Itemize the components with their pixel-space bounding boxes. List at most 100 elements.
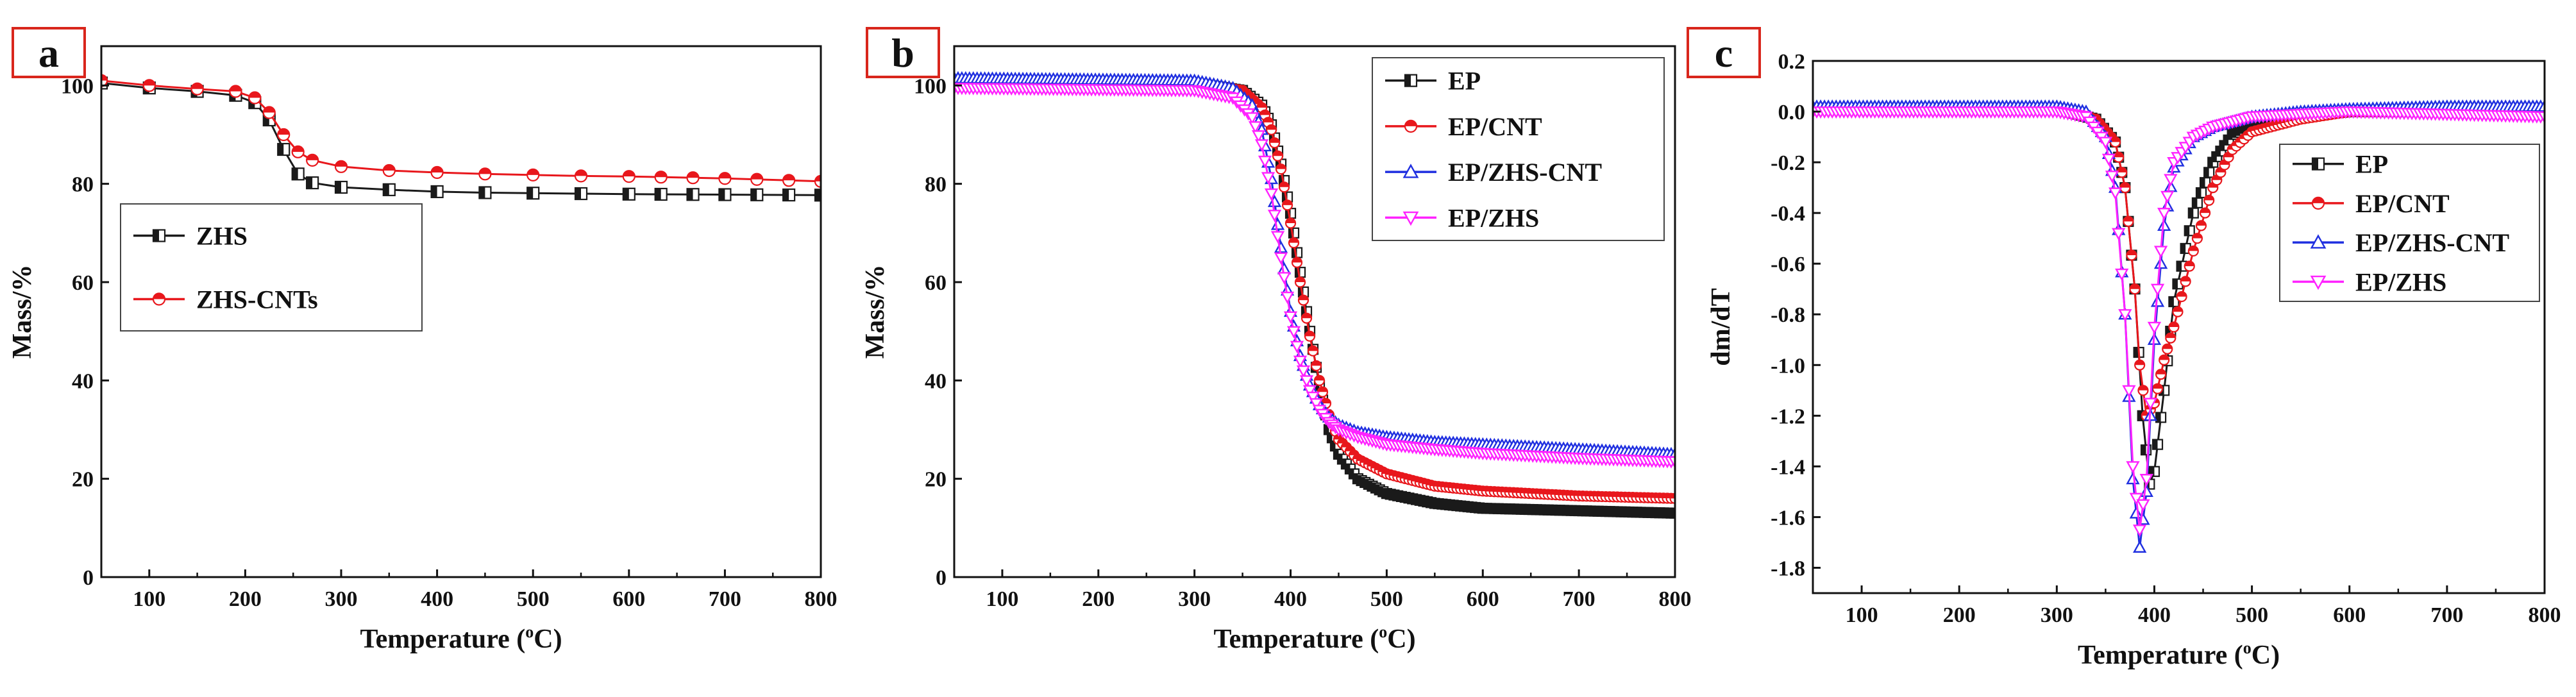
series-point	[1299, 375, 1314, 388]
series-point	[2176, 290, 2187, 303]
series-point-fill	[1470, 502, 1476, 512]
series-point	[2129, 506, 2143, 519]
series-point-fill	[1299, 295, 1309, 301]
series-point	[101, 74, 108, 87]
series-point	[2187, 245, 2199, 257]
series-point-fill	[1520, 504, 1526, 514]
legend-swatch-marker	[1402, 211, 1419, 226]
series-point	[1284, 217, 1297, 229]
series-point-fill	[2135, 360, 2145, 365]
series-point-fill	[2200, 208, 2210, 214]
series-point	[574, 169, 588, 183]
series-point-fill	[1670, 493, 1675, 499]
series-point-fill	[2159, 355, 2169, 360]
series-point-fill	[2180, 276, 2191, 281]
series-point-fill	[2141, 445, 2146, 455]
series-ep-zhs	[1813, 106, 2545, 537]
series-point	[718, 188, 732, 201]
legend-swatch-marker-fill	[153, 230, 159, 242]
series-point-fill	[2126, 250, 2137, 256]
series-point	[2164, 174, 2178, 187]
series-point	[2129, 492, 2143, 505]
series-point-fill	[1639, 507, 1645, 517]
y-tick-label: -0.2	[1771, 151, 1805, 175]
series-point	[2191, 233, 2203, 244]
series-point-fill	[2173, 307, 2183, 312]
series-point	[2126, 461, 2140, 474]
series-point	[814, 189, 821, 202]
series-point-fill	[1418, 496, 1424, 506]
y-tick-label: 60	[72, 271, 94, 295]
series-point	[2162, 343, 2173, 355]
series-point	[2203, 167, 2215, 178]
series-point	[1288, 227, 1300, 239]
series-point-fill	[1643, 507, 1649, 517]
x-tick-label: 400	[1274, 587, 1307, 611]
series-point	[1306, 391, 1320, 404]
series-point-fill	[1441, 500, 1446, 510]
legend-item: EP/ZHS	[2293, 267, 2446, 296]
series-point-fill	[1570, 505, 1576, 516]
series-point	[526, 168, 540, 181]
legend-swatch-marker	[2311, 196, 2325, 210]
series-point	[1293, 355, 1308, 368]
series-point	[306, 176, 319, 190]
series-point-fill	[292, 168, 298, 180]
x-tick-label: 700	[709, 587, 741, 611]
series-point-fill	[1389, 490, 1394, 500]
series-point-fill	[1305, 331, 1315, 337]
series-point-fill	[1337, 454, 1343, 464]
series-point-fill	[1308, 346, 1318, 351]
series-point	[686, 188, 700, 201]
series-point-fill	[2169, 296, 2174, 307]
legend-label: ZHS-CNTs	[196, 285, 318, 314]
y-tick-label: -1.2	[1771, 405, 1805, 428]
series-point	[291, 145, 305, 158]
series-point-fill	[1604, 507, 1610, 517]
legend-label: EP/ZHS	[2355, 267, 2446, 296]
series-point	[430, 165, 444, 180]
series-point-fill	[2196, 188, 2201, 198]
series-point-fill	[623, 171, 635, 177]
x-tick-label: 300	[1178, 587, 1211, 611]
series-point	[1297, 294, 1309, 306]
legend-swatch-marker	[2311, 157, 2325, 171]
series-point	[654, 187, 668, 201]
series-point-fill	[815, 175, 821, 181]
series-point	[1283, 311, 1298, 324]
series-point-fill	[1524, 505, 1529, 515]
series-point-fill	[1562, 505, 1568, 516]
axes-frame	[1812, 60, 2546, 594]
series-point-fill	[687, 172, 699, 178]
y-tick-label: 0.2	[1778, 50, 1806, 74]
series-point-fill	[1260, 110, 1270, 115]
legend-box	[2279, 144, 2540, 302]
series-point	[2199, 207, 2211, 219]
panel-label: a	[38, 30, 59, 76]
series-point-fill	[575, 170, 587, 176]
series-point	[1302, 385, 1317, 398]
series-point-fill	[2123, 216, 2134, 222]
series-point-fill	[1422, 497, 1427, 507]
series-ep-zhs	[954, 83, 1675, 469]
series-point-fill	[1279, 182, 1290, 187]
series-point-fill	[1444, 500, 1450, 510]
series-point-fill	[2153, 383, 2163, 389]
series-point	[2195, 220, 2207, 231]
series-point	[1251, 130, 1266, 143]
series-point	[782, 174, 796, 187]
series-point	[686, 171, 700, 185]
series-point-fill	[1411, 494, 1417, 505]
series-point	[478, 167, 492, 181]
series-point-fill	[2176, 261, 2182, 271]
y-tick-label: 0.0	[1778, 101, 1806, 124]
series-point	[1267, 210, 1282, 223]
y-axis-label: dm/dT	[1706, 288, 1736, 365]
series-point-fill	[1295, 277, 1306, 282]
series-point	[2157, 218, 2171, 231]
legend-swatch-marker	[2310, 234, 2327, 249]
series-point-fill	[751, 173, 763, 180]
series-point-fill	[1267, 124, 1277, 130]
series-point	[1265, 124, 1277, 135]
series-point	[2150, 294, 2165, 307]
